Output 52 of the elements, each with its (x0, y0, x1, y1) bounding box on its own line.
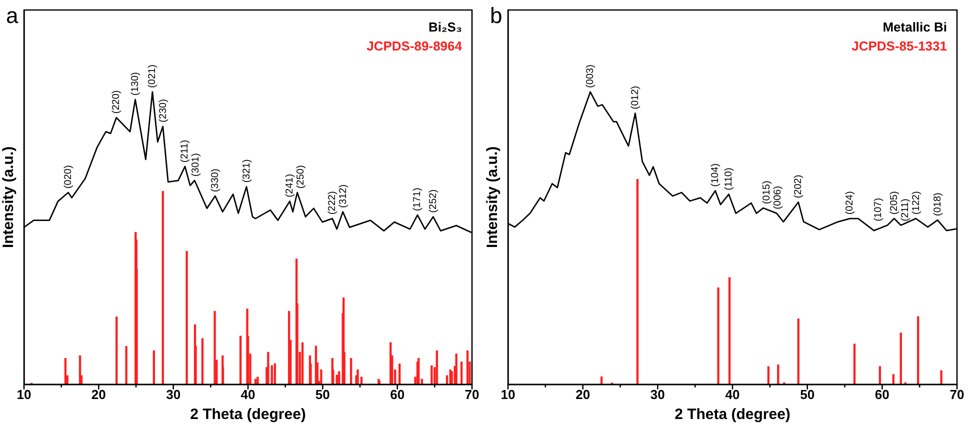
x-tick-label: 20 (576, 386, 590, 402)
x-tick-label: 70 (950, 386, 964, 402)
annotation: (301) (190, 153, 202, 177)
chart-title: b (490, 3, 502, 28)
annotation: (230) (158, 99, 170, 122)
annotation: (110) (724, 168, 735, 190)
annotation: (130) (130, 72, 142, 96)
annotation: (252) (428, 189, 439, 213)
x-tick-label: 10 (16, 386, 32, 402)
annotation: (015) (762, 180, 773, 204)
text: JCPDS-89-8964 (366, 38, 463, 54)
text: Bi₂S₃ (428, 20, 462, 35)
annotation: (171) (412, 188, 424, 212)
annotation: (021) (147, 64, 158, 88)
annotation: (220) (111, 90, 122, 114)
annotation: (250) (296, 165, 307, 189)
annotation: (211) (900, 198, 911, 222)
annotation: (241) (284, 174, 296, 198)
x-tick-label: 40 (240, 386, 256, 402)
y-axis-title: Intensity (a.u.) (484, 146, 502, 248)
annotation: (321) (241, 159, 252, 183)
y-axis-title: Intensity (a.u.) (0, 146, 18, 248)
x-tick-label: 60 (390, 386, 405, 402)
x-tick-label: 60 (874, 386, 890, 402)
x-tick-label: 30 (650, 386, 665, 402)
chart-title: a (6, 3, 19, 28)
annotation: (122) (910, 191, 922, 215)
x-tick-label: 70 (464, 386, 480, 402)
x-tick-label: 50 (800, 386, 815, 402)
annotation: (018) (932, 192, 944, 216)
x-tick-label: 10 (500, 386, 516, 402)
annotation: (107) (873, 198, 884, 222)
text: Metallic Bi (882, 20, 947, 35)
annotation: (006) (772, 186, 784, 210)
x-tick-label: 50 (315, 386, 330, 402)
annotation: (012) (630, 86, 641, 110)
x-tick-label: 40 (725, 386, 740, 402)
annotation: (024) (844, 191, 856, 215)
x-tick-label: 30 (166, 386, 181, 402)
annotation: (330) (210, 168, 221, 192)
annotation: (211) (180, 140, 191, 162)
annotation: (020) (63, 165, 74, 189)
annotation: (003) (585, 64, 596, 88)
x-tick-label: 20 (91, 386, 106, 402)
text: JCPDS-85-1331 (852, 38, 947, 54)
x-axis-title: 2 Theta (degree) (190, 406, 306, 424)
annotation: (222) (327, 191, 338, 215)
x-axis-title: 2 Theta (degree) (674, 406, 790, 424)
annotation: (104) (710, 163, 722, 187)
annotation: (205) (888, 191, 900, 215)
annotation: (312) (338, 184, 350, 208)
annotation: (202) (793, 174, 804, 198)
